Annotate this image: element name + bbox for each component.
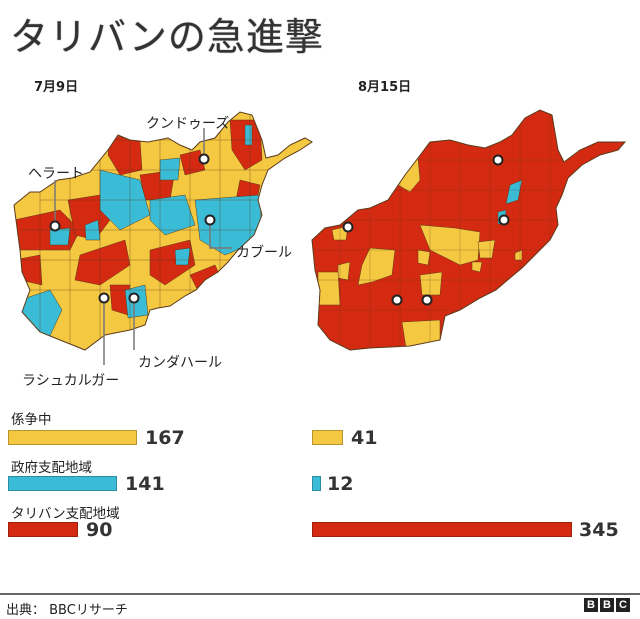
legend-contested: 係争中 <box>11 412 52 428</box>
page-title: タリバンの急進撃 <box>10 15 324 59</box>
date-label-jul9: 7月9日 <box>34 80 79 95</box>
bbc-logo-c: C <box>616 598 630 612</box>
legend-government: 政府支配地域 <box>11 460 92 476</box>
city-label-herat: ヘラート <box>28 166 84 182</box>
date-label-aug15: 8月15日 <box>358 80 412 95</box>
footer-divider <box>0 593 640 595</box>
bar-jul9-contested <box>8 430 137 445</box>
value-aug15-taliban: 345 <box>579 519 619 541</box>
value-aug15-contested: 41 <box>351 427 378 449</box>
city-markers <box>342 154 510 306</box>
city-markers <box>49 153 216 304</box>
city-label-kabul: カブール <box>236 245 292 261</box>
map-jul9 <box>13 111 313 365</box>
city-label-kandahar: カンダハール <box>138 355 222 371</box>
map-aug15 <box>311 109 627 351</box>
bar-jul9-government <box>8 476 117 491</box>
bar-aug15-contested <box>312 430 343 445</box>
city-label-lashkar-gah: ラシュカルガー <box>22 373 120 389</box>
source-credit: 出典： BBCリサーチ <box>6 603 128 618</box>
bbc-logo-b2: B <box>600 598 614 612</box>
bar-jul9-taliban <box>8 522 78 537</box>
value-jul9-contested: 167 <box>145 427 185 449</box>
bar-aug15-government <box>312 476 321 491</box>
bbc-logo: B B C <box>584 598 630 612</box>
value-jul9-government: 141 <box>125 473 165 495</box>
value-jul9-taliban: 90 <box>86 519 113 541</box>
value-aug15-government: 12 <box>327 473 354 495</box>
legend-taliban: タリバン支配地域 <box>11 506 120 522</box>
city-label-kunduz: クンドゥーズ <box>146 116 230 132</box>
bbc-logo-b1: B <box>584 598 598 612</box>
bar-aug15-taliban <box>312 522 572 537</box>
